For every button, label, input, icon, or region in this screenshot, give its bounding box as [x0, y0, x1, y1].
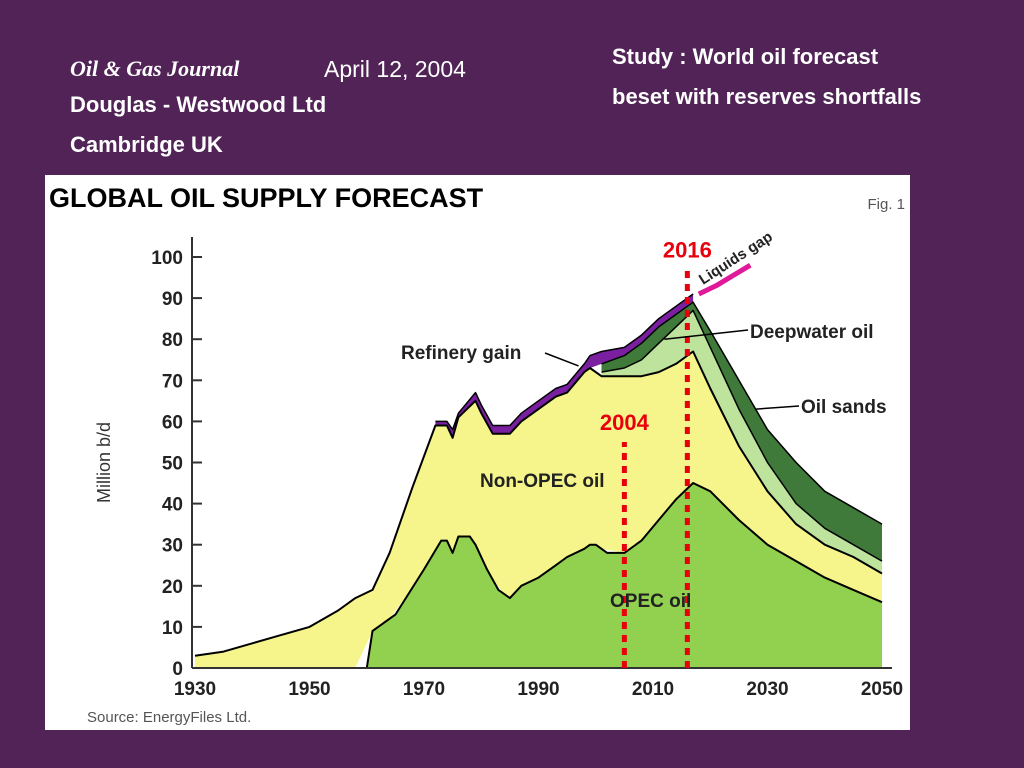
deepwater-leader [664, 329, 749, 340]
refinery-gain-boundary-line [435, 293, 694, 431]
opec-label: OPEC oil [610, 591, 691, 612]
deepwater-boundary-line [601, 309, 883, 562]
y-tick-label-10: 10 [162, 618, 183, 639]
x-tick-label-2010: 2010 [632, 679, 674, 700]
x-tick-label-2030: 2030 [746, 679, 788, 700]
y-tick-label-20: 20 [162, 577, 183, 598]
deepwater-area [601, 310, 882, 574]
y-tick-label-50: 50 [162, 454, 183, 475]
y-tick-label-30: 30 [162, 536, 183, 557]
source-note: Source: EnergyFiles Ltd. [87, 709, 251, 726]
chart-title: GLOBAL OIL SUPPLY FORECAST [49, 183, 484, 213]
y-tick-label-100: 100 [151, 248, 183, 269]
y-tick-label-80: 80 [162, 330, 183, 351]
organization-location: Cambridge UK [70, 132, 223, 157]
x-tick-label-1990: 1990 [517, 679, 559, 700]
marker-label-2016: 2016 [663, 237, 712, 262]
organization-name: Douglas - Westwood Ltd [70, 92, 327, 117]
non-opec-boundary-line [194, 350, 883, 657]
chart-panel: GLOBAL OIL SUPPLY FORECAST Fig. 1 Source… [45, 175, 910, 730]
study-title-line-1: Study : World oil forecast [612, 44, 879, 69]
oil-supply-chart: GLOBAL OIL SUPPLY FORECAST Fig. 1 Source… [49, 183, 905, 726]
liquids-gap-line [697, 263, 752, 297]
oil-sands-label: Oil sands [801, 397, 887, 418]
oil-sands-area [601, 302, 882, 562]
x-tick-label-2050: 2050 [861, 679, 903, 700]
y-tick-label-60: 60 [162, 412, 183, 433]
non-opec-label: Non-OPEC oil [480, 471, 605, 492]
refinery-gain-leader [544, 352, 579, 367]
refinery-gain-label: Refinery gain [401, 343, 521, 364]
y-tick-label-40: 40 [162, 495, 183, 516]
marker-label-2004: 2004 [600, 410, 650, 435]
y-tick-label-90: 90 [162, 289, 183, 310]
deepwater-label: Deepwater oil [750, 322, 874, 343]
journal-name: Oil & Gas Journal [70, 56, 240, 81]
oil-sands-boundary-line [601, 301, 883, 525]
x-tick-label-1970: 1970 [403, 679, 445, 700]
publication-date: April 12, 2004 [324, 56, 466, 82]
non-opec-area [195, 351, 882, 668]
opec-boundary-line [365, 482, 883, 669]
figure-label: Fig. 1 [867, 196, 905, 213]
y-tick-label-0: 0 [172, 659, 183, 680]
oil-sands-leader [755, 405, 800, 410]
x-tick-label-1930: 1930 [174, 679, 216, 700]
study-title-line-2: beset with reserves shortfalls [612, 84, 922, 109]
x-tick-label-1950: 1950 [288, 679, 330, 700]
y-tick-label-70: 70 [162, 371, 183, 392]
y-axis-label: Million b/d [94, 422, 114, 503]
